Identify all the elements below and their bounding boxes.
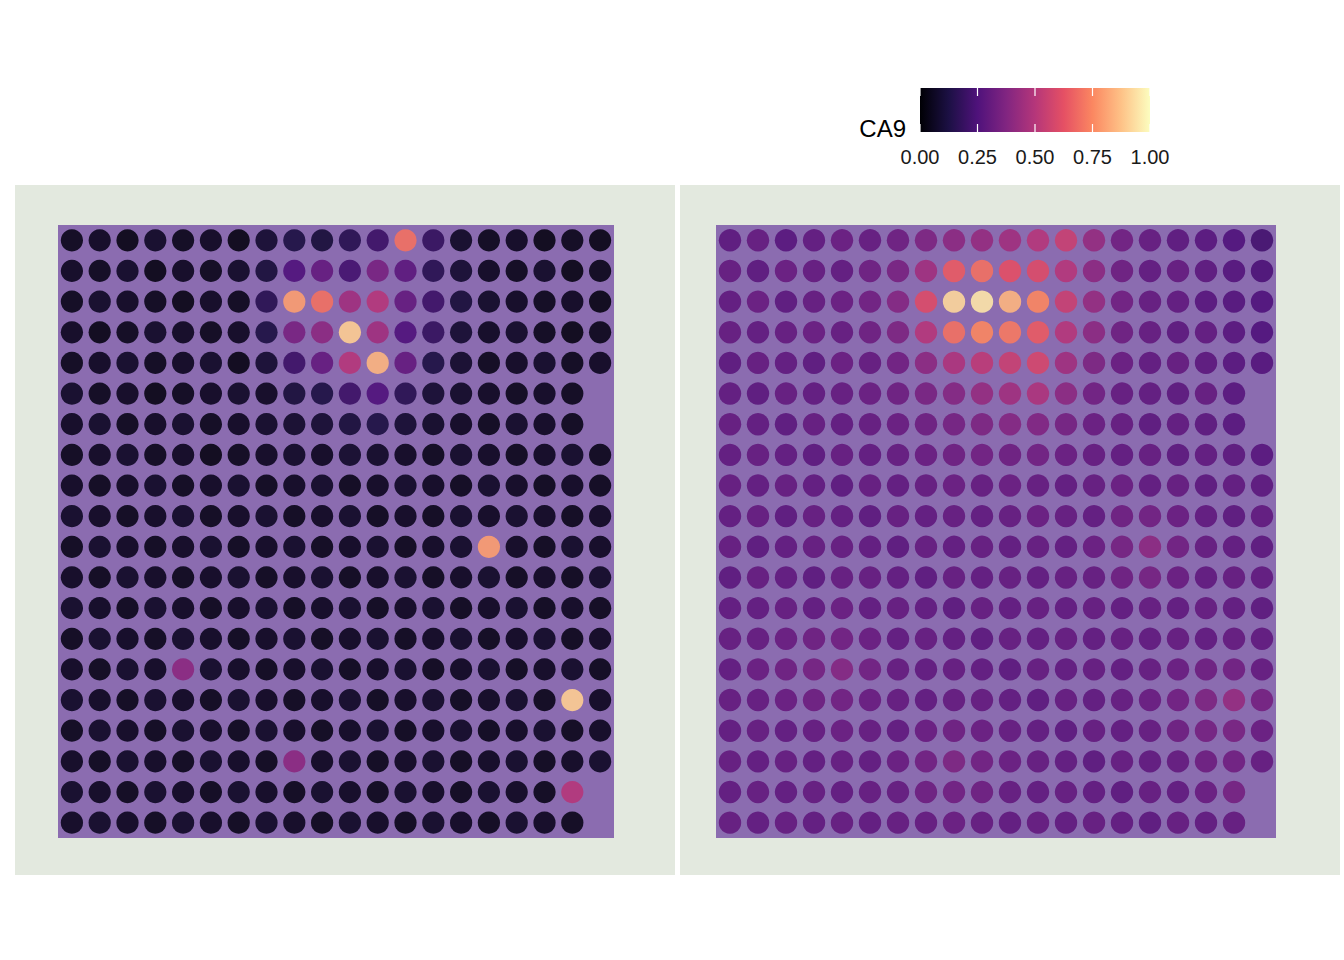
svg-text:0.75: 0.75	[1073, 146, 1112, 168]
svg-text:0.00: 0.00	[901, 146, 940, 168]
svg-text:CA9: CA9	[859, 115, 906, 142]
svg-text:0.25: 0.25	[958, 146, 997, 168]
svg-text:1.00: 1.00	[1131, 146, 1170, 168]
svg-text:0.50: 0.50	[1016, 146, 1055, 168]
